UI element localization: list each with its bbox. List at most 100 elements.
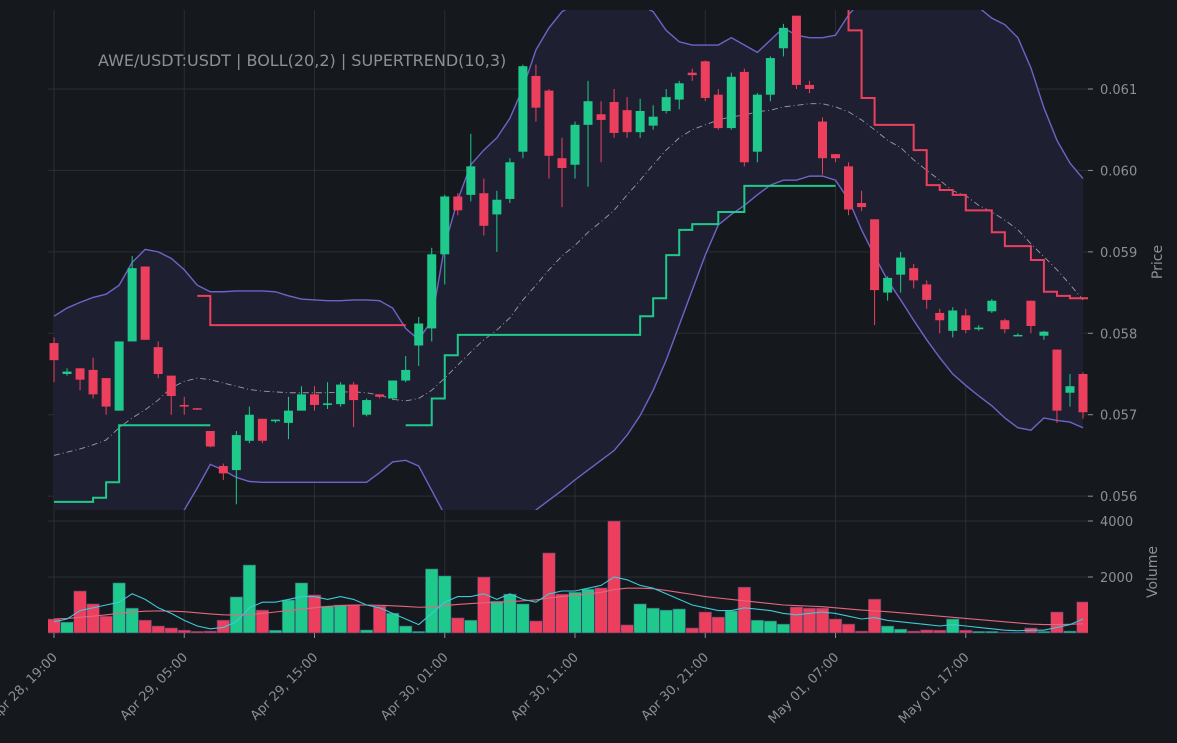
candle-body: [414, 323, 424, 346]
volume-bar: [998, 631, 1012, 634]
volume-bar: [685, 627, 699, 634]
candle-body: [687, 72, 697, 76]
volume-bar: [594, 587, 608, 634]
candle-body: [310, 394, 320, 405]
volume-bar: [854, 630, 869, 634]
candle-body: [596, 114, 606, 120]
candle-body: [296, 394, 306, 411]
candle-body: [961, 315, 971, 331]
candle-body: [505, 162, 515, 199]
volume-ma-slow: [53, 587, 1084, 626]
candle-body: [1052, 349, 1062, 411]
candle-body: [440, 196, 450, 255]
candle-body: [648, 116, 658, 126]
x-tick-label: May 01, 17:00: [896, 650, 973, 727]
candle-body: [739, 71, 749, 163]
candle-body: [127, 268, 137, 342]
volume-bar: [841, 623, 856, 634]
price-panel: [49, 10, 1088, 510]
candle-body: [75, 368, 85, 380]
volume-bar: [399, 625, 413, 634]
x-tick-label: Apr 29, 15:00: [248, 650, 321, 723]
x-tick-label: May 01, 07:00: [766, 650, 843, 727]
y-axis-label: Price: [1150, 245, 1166, 279]
volume-bar: [959, 629, 973, 634]
volume-bar: [516, 603, 530, 634]
candle-body: [1000, 320, 1010, 330]
volume-bar: [1050, 611, 1064, 634]
volume-axis-label: Volume: [1145, 546, 1161, 598]
volume-bar: [138, 619, 152, 634]
x-tick-label: Apr 30, 01:00: [378, 650, 451, 723]
candle-body: [1013, 334, 1023, 337]
volume-bar: [724, 610, 738, 634]
volume-bar: [581, 588, 595, 634]
volume-bar: [177, 629, 191, 634]
y-tick-label: 0.058: [1100, 327, 1137, 342]
candle-body: [231, 435, 241, 471]
y-tick-label: 0.059: [1100, 246, 1137, 261]
volume-bar: [750, 619, 764, 634]
candle-body: [114, 341, 124, 411]
volume-bar: [60, 621, 74, 634]
candle-body: [49, 343, 59, 361]
candle-body: [622, 110, 632, 133]
candle-body: [570, 124, 580, 165]
candle-body: [700, 61, 710, 98]
volume-bar: [425, 568, 439, 634]
candle-body: [362, 400, 372, 415]
volume-bar: [438, 575, 452, 634]
volume-bar: [294, 582, 309, 634]
volume-bar: [360, 629, 374, 634]
candle-body: [518, 66, 528, 152]
y-tick-label: 0.061: [1100, 83, 1137, 98]
candle-body: [244, 414, 254, 441]
volume-bar: [151, 625, 165, 634]
candle-body: [1039, 331, 1049, 336]
volume-bar: [946, 618, 960, 634]
volume-bar: [190, 631, 204, 634]
candle-body: [375, 394, 385, 397]
candle-body: [922, 284, 932, 300]
candle-body: [349, 384, 359, 401]
x-tick-label: Apr 30, 11:00: [508, 650, 581, 723]
volume-bar: [1011, 631, 1025, 634]
volume-bar: [633, 603, 647, 634]
y-tick-label: 0.056: [1100, 490, 1137, 505]
candle-body: [883, 277, 893, 293]
candle-body: [531, 75, 541, 108]
volume-bar: [920, 629, 934, 634]
candle-body: [791, 15, 801, 85]
candle-body: [726, 76, 736, 129]
candle-body: [817, 121, 827, 159]
candle-body: [192, 408, 202, 410]
chart-title: AWE/USDT:USDT | BOLL(20,2) | SUPERTREND(…: [98, 51, 506, 70]
bollinger-band-fill: [54, 10, 1083, 510]
volume-bar: [698, 611, 712, 634]
volume-bar: [529, 620, 543, 634]
volume-bar: [815, 607, 830, 634]
volume-bar: [412, 631, 426, 634]
candle-body: [257, 418, 267, 441]
volume-bar: [867, 598, 882, 634]
volume-bar: [86, 603, 100, 634]
volume-bar: [1076, 601, 1088, 634]
candle-body: [401, 369, 411, 381]
candle-body: [153, 347, 163, 375]
candle-body: [804, 84, 814, 89]
candle-body: [270, 419, 280, 422]
candle-body: [492, 199, 502, 215]
volume-bar: [477, 576, 491, 634]
volume-bar: [490, 600, 504, 634]
candle-body: [765, 58, 775, 95]
candle-body: [283, 410, 293, 423]
candle-body: [752, 94, 762, 152]
candle-body: [896, 257, 906, 275]
volume-bar: [451, 617, 465, 634]
candle-body: [1065, 386, 1075, 393]
volume-bar: [763, 620, 777, 634]
bollinger-upper: [53, 10, 1084, 341]
candle-body: [974, 327, 984, 330]
candle-body: [218, 466, 228, 474]
volume-bar: [164, 627, 178, 634]
